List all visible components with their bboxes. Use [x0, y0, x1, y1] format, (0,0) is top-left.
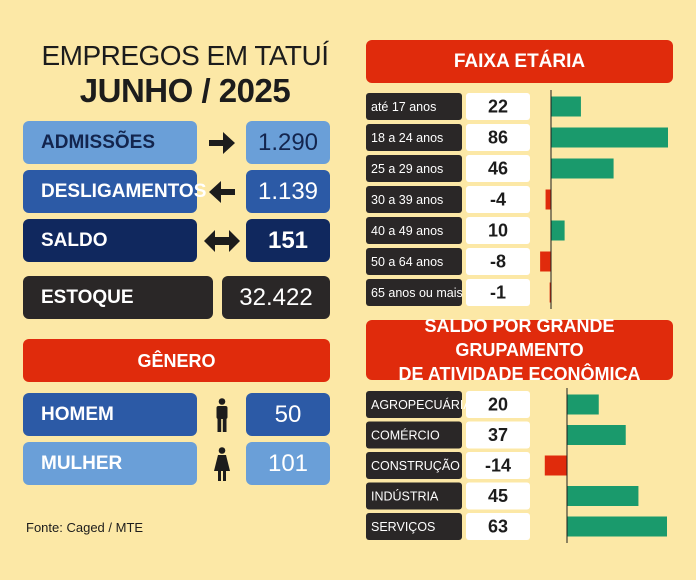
admissoes-label: ADMISSÕES — [23, 121, 197, 164]
faixa-etaria-value-box — [466, 124, 530, 151]
atividade-category-label: AGROPECUÁRIA — [371, 397, 472, 412]
desligamentos-label: DESLIGAMENTOS — [23, 170, 206, 213]
atividade-data-label: -14 — [485, 456, 511, 476]
faixa-etaria-category-box — [366, 124, 462, 151]
faixa-etaria-category-label: 40 a 49 anos — [371, 224, 443, 238]
saldo-value: 151 — [246, 219, 330, 262]
arrow-left-icon — [200, 170, 244, 213]
atividade-category-box — [366, 513, 462, 540]
faixa-etaria-category-label: 50 a 64 anos — [371, 255, 443, 269]
faixa-etaria-data-label: -1 — [490, 283, 506, 303]
estoque-label: ESTOQUE — [23, 276, 213, 319]
faixa-etaria-category-label: 65 anos ou mais — [371, 286, 463, 300]
woman-icon — [200, 442, 244, 485]
page-title-line2: JUNHO / 2025 — [79, 72, 291, 109]
atividade-bar — [567, 394, 599, 415]
atividade-bar — [544, 455, 567, 476]
atividade-category-label: SERVIÇOS — [371, 520, 435, 534]
faixa-etaria-data-label: 86 — [488, 128, 508, 148]
atividade-value-box — [466, 421, 530, 449]
atividade-category-box — [366, 452, 462, 479]
homem-value: 50 — [246, 393, 330, 436]
atividade-data-label: 45 — [488, 486, 508, 506]
faixa-etaria-bar — [551, 220, 565, 241]
man-icon — [200, 393, 244, 436]
atividade-header-line1: SALDO POR GRANDE GRUPAMENTO — [424, 316, 615, 360]
atividade-bar — [567, 425, 626, 445]
faixa-etaria-bar — [551, 127, 668, 148]
atividade-value-box — [466, 391, 530, 418]
atividade-category-label: CONSTRUÇÃO — [371, 459, 460, 473]
atividade-header-line2: DE ATIVIDADE ECONÔMICA — [398, 364, 641, 384]
source-note: Fonte: Caged / MTE — [26, 520, 144, 535]
atividade-chart: AGROPECUÁRIA 20 COMÉRCIO 37 CONSTRUÇÃO -14 IND… — [366, 388, 667, 543]
faixa-etaria-category-box — [366, 93, 462, 120]
faixa-etaria-category-label: 30 a 39 anos — [371, 193, 443, 207]
genero-header: GÊNERO — [23, 339, 330, 382]
admissoes-value: 1.290 — [246, 121, 330, 164]
homem-label: HOMEM — [23, 393, 197, 436]
faixa-etaria-category-label: 18 a 24 anos — [371, 131, 443, 145]
atividade-category-box — [366, 421, 462, 449]
atividade-category-label: INDÚSTRIA — [371, 489, 439, 504]
arrow-right-icon — [200, 121, 244, 164]
saldo-label: SALDO — [23, 219, 197, 262]
faixa-etaria-value-box — [466, 217, 530, 244]
atividade-value-box — [466, 513, 530, 540]
atividade-category-label: COMÉRCIO — [371, 428, 440, 443]
atividade-category-box — [366, 482, 462, 510]
faixa-etaria-category-box — [366, 155, 462, 182]
faixa-etaria-bar — [549, 282, 552, 303]
faixa-etaria-category-box — [366, 186, 462, 213]
faixa-etaria-category-box — [366, 248, 462, 275]
faixa-etaria-header: FAIXA ETÁRIA — [366, 40, 673, 83]
atividade-category-box — [366, 391, 462, 418]
faixa-etaria-value-box — [466, 186, 530, 213]
faixa-etaria-value-box — [466, 279, 530, 306]
atividade-value-box — [466, 482, 530, 510]
atividade-data-label: 20 — [488, 395, 508, 415]
page-title-line1: EMPREGOS EM TATUÍ — [41, 40, 329, 71]
faixa-etaria-data-label: 46 — [488, 159, 508, 179]
arrow-both-icon — [200, 219, 244, 262]
atividade-bar — [567, 486, 639, 506]
faixa-etaria-chart: até 17 anos 22 18 a 24 anos 86 25 a 29 anos 4… — [366, 90, 668, 309]
faixa-etaria-value-box — [466, 155, 530, 182]
atividade-data-label: 63 — [488, 517, 508, 537]
faixa-etaria-value-box — [466, 248, 530, 275]
atividade-bar — [567, 516, 667, 537]
atividade-header: SALDO POR GRANDE GRUPAMENTO DE ATIVIDADE… — [366, 316, 673, 384]
faixa-etaria-data-label: -8 — [490, 252, 506, 272]
faixa-etaria-category-label: 25 a 29 anos — [371, 162, 443, 176]
mulher-label: MULHER — [23, 442, 197, 485]
faixa-etaria-bar — [545, 189, 551, 210]
faixa-etaria-value-box — [466, 93, 530, 120]
estoque-value: 32.422 — [222, 276, 330, 319]
faixa-etaria-data-label: 22 — [488, 97, 508, 117]
faixa-etaria-bar — [540, 251, 551, 272]
faixa-etaria-bar — [551, 158, 614, 179]
faixa-etaria-data-label: 10 — [488, 221, 508, 241]
faixa-etaria-category-box — [366, 279, 462, 306]
faixa-etaria-category-box — [366, 217, 462, 244]
faixa-etaria-data-label: -4 — [490, 190, 506, 210]
desligamentos-value: 1.139 — [246, 170, 330, 213]
faixa-etaria-category-label: até 17 anos — [371, 100, 436, 114]
faixa-etaria-bar — [551, 96, 581, 117]
atividade-value-box — [466, 452, 530, 479]
mulher-value: 101 — [246, 442, 330, 485]
atividade-data-label: 37 — [488, 425, 508, 445]
